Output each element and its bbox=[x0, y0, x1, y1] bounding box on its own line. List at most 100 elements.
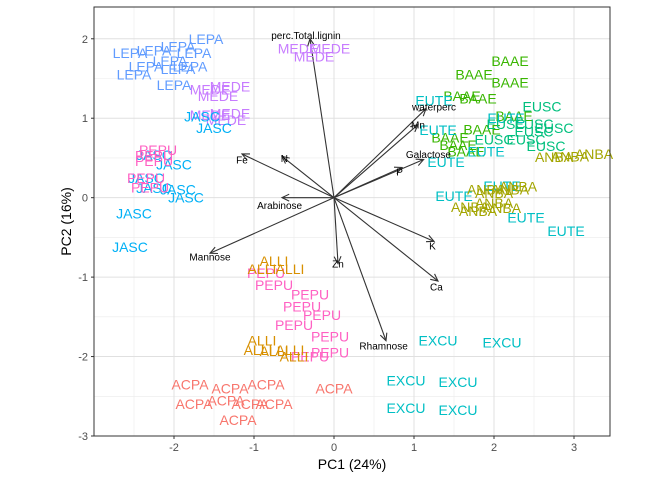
observation-label-lepa: LEPA bbox=[189, 31, 224, 47]
observation-label-anba: ANBA bbox=[467, 182, 506, 198]
observation-label-mede: MEDE bbox=[198, 88, 238, 104]
observation-label-excu: EXCU bbox=[387, 372, 426, 388]
observation-label-pepu: PEPU bbox=[275, 317, 313, 333]
observation-label-mede: MEDE bbox=[310, 40, 350, 56]
loading-arrow bbox=[333, 108, 427, 199]
observation-label-mede: MEDE bbox=[210, 78, 250, 94]
observation-label-eute: EUTE bbox=[487, 110, 524, 126]
observation-label-baae: BAAE bbox=[439, 137, 476, 153]
observation-label-jasc: JASC bbox=[136, 180, 172, 196]
observation-label-eusc: EUSC bbox=[515, 124, 554, 140]
observation-label-anba: ANBA bbox=[499, 179, 538, 195]
observation-label-eute: EUTE bbox=[483, 178, 520, 194]
observation-label-jasc: JASC bbox=[116, 206, 152, 222]
observation-label-anba: ANBA bbox=[475, 185, 514, 201]
loading-label-p: P bbox=[396, 167, 403, 178]
observation-label-lepa: LEPA bbox=[173, 59, 208, 75]
loading-arrowhead bbox=[208, 246, 219, 255]
observation-label-acpa: ACPA bbox=[175, 396, 213, 412]
loading-label-mn: Mn bbox=[411, 121, 425, 132]
observation-label-acpa: ACPA bbox=[207, 392, 245, 408]
observation-label-jasc: JASC bbox=[128, 170, 164, 186]
observation-label-pepu: PEPU bbox=[247, 265, 285, 281]
loading-label-mannose: Mannose bbox=[189, 252, 231, 263]
observation-label-eusc: EUSC bbox=[507, 132, 546, 148]
observation-label-baae: BAAE bbox=[431, 129, 468, 145]
y-tick-label: 1 bbox=[82, 113, 88, 125]
loading-arrowhead bbox=[425, 234, 436, 243]
observation-label-lepa: LEPA bbox=[153, 53, 188, 69]
observation-label-alli: ALLI bbox=[260, 343, 289, 359]
loading-arrow bbox=[333, 197, 439, 282]
loading-arrow bbox=[333, 197, 387, 341]
observation-label-jasc: JASC bbox=[184, 109, 220, 125]
observation-label-eute: EUTE bbox=[427, 154, 464, 170]
observation-label-acpa: ACPA bbox=[231, 396, 269, 412]
observation-label-anba: ANBA bbox=[491, 182, 530, 198]
observation-label-eusc: EUSC bbox=[535, 120, 574, 136]
loading-arrowhead bbox=[307, 37, 315, 47]
y-tick-label: -3 bbox=[78, 431, 88, 443]
observation-label-eute: EUTE bbox=[415, 93, 452, 109]
y-tick-label: 2 bbox=[82, 34, 88, 46]
observation-label-anba: ANBA bbox=[451, 199, 490, 215]
y-axis-title: PC2 (16%) bbox=[58, 187, 74, 255]
loading-arrowhead bbox=[418, 107, 427, 117]
observation-label-lepa: LEPA bbox=[129, 59, 164, 75]
observation-label-jasc: JASC bbox=[160, 182, 196, 198]
observation-label-pepu: PEPU bbox=[135, 153, 173, 169]
observation-label-alli: ALLI bbox=[276, 342, 305, 358]
x-tick-label: -1 bbox=[249, 442, 259, 454]
observation-label-alli: ALLI bbox=[244, 342, 273, 358]
loading-arrowhead bbox=[430, 273, 439, 282]
observation-label-anba: ANBA bbox=[475, 195, 514, 211]
panel-border bbox=[93, 6, 611, 437]
loading-label-galactose: Galactose bbox=[406, 150, 451, 161]
x-tick-label: 0 bbox=[331, 442, 337, 454]
loading-arrow bbox=[309, 38, 335, 198]
loading-label-k: K bbox=[429, 241, 436, 252]
observation-label-lepa: LEPA bbox=[161, 39, 196, 55]
loading-arrowhead bbox=[240, 153, 251, 161]
loading-arrow bbox=[281, 155, 335, 199]
loading-label-fe: Fe bbox=[236, 156, 248, 167]
observation-label-baae: BAAE bbox=[491, 74, 528, 90]
observation-label-baae: BAAE bbox=[455, 67, 492, 83]
observation-label-baae: BAAE bbox=[491, 53, 528, 69]
loading-label-arabinose: Arabinose bbox=[257, 201, 302, 212]
observation-label-eusc: EUSC bbox=[527, 138, 566, 154]
observation-label-excu: EXCU bbox=[439, 374, 478, 390]
observation-label-lepa: LEPA bbox=[113, 45, 148, 61]
x-tick-label: 2 bbox=[491, 442, 497, 454]
observation-label-acpa: ACPA bbox=[219, 412, 257, 428]
observation-label-baae: BAAE bbox=[447, 144, 484, 160]
observation-label-anba: ANBA bbox=[535, 149, 574, 165]
observation-label-baae: BAAE bbox=[459, 90, 496, 106]
observation-label-anba: ANBA bbox=[551, 148, 590, 164]
y-tick-label: -2 bbox=[78, 352, 88, 364]
observation-label-mede: MEDE bbox=[210, 105, 250, 121]
observation-label-alli: ALLI bbox=[280, 349, 309, 365]
observation-label-alli: ALLI bbox=[248, 333, 277, 349]
loading-arrow bbox=[209, 197, 335, 254]
observation-label-lepa: LEPA bbox=[117, 67, 152, 83]
observation-label-eute: EUTE bbox=[547, 223, 584, 239]
observation-label-acpa: ACPA bbox=[171, 376, 209, 392]
observation-label-excu: EXCU bbox=[419, 333, 458, 349]
observation-label-jasc: JASC bbox=[168, 190, 204, 206]
observation-label-mede: MEDE bbox=[190, 107, 230, 123]
loading-arrow bbox=[241, 153, 335, 199]
observation-label-eute: EUTE bbox=[507, 210, 544, 226]
observation-label-eute: EUTE bbox=[419, 122, 456, 138]
x-tick-label: -2 bbox=[169, 442, 179, 454]
y-tick-label: 0 bbox=[82, 193, 88, 205]
loading-arrow bbox=[333, 124, 419, 199]
loading-arrowhead bbox=[281, 155, 290, 164]
observation-label-eusc: EUSC bbox=[523, 98, 562, 114]
loading-label-perc-total-lignin: perc.Total.lignin bbox=[271, 31, 340, 42]
observation-label-eute: EUTE bbox=[467, 144, 504, 160]
observation-label-jasc: JASC bbox=[196, 120, 232, 136]
x-tick-label: 3 bbox=[571, 442, 577, 454]
